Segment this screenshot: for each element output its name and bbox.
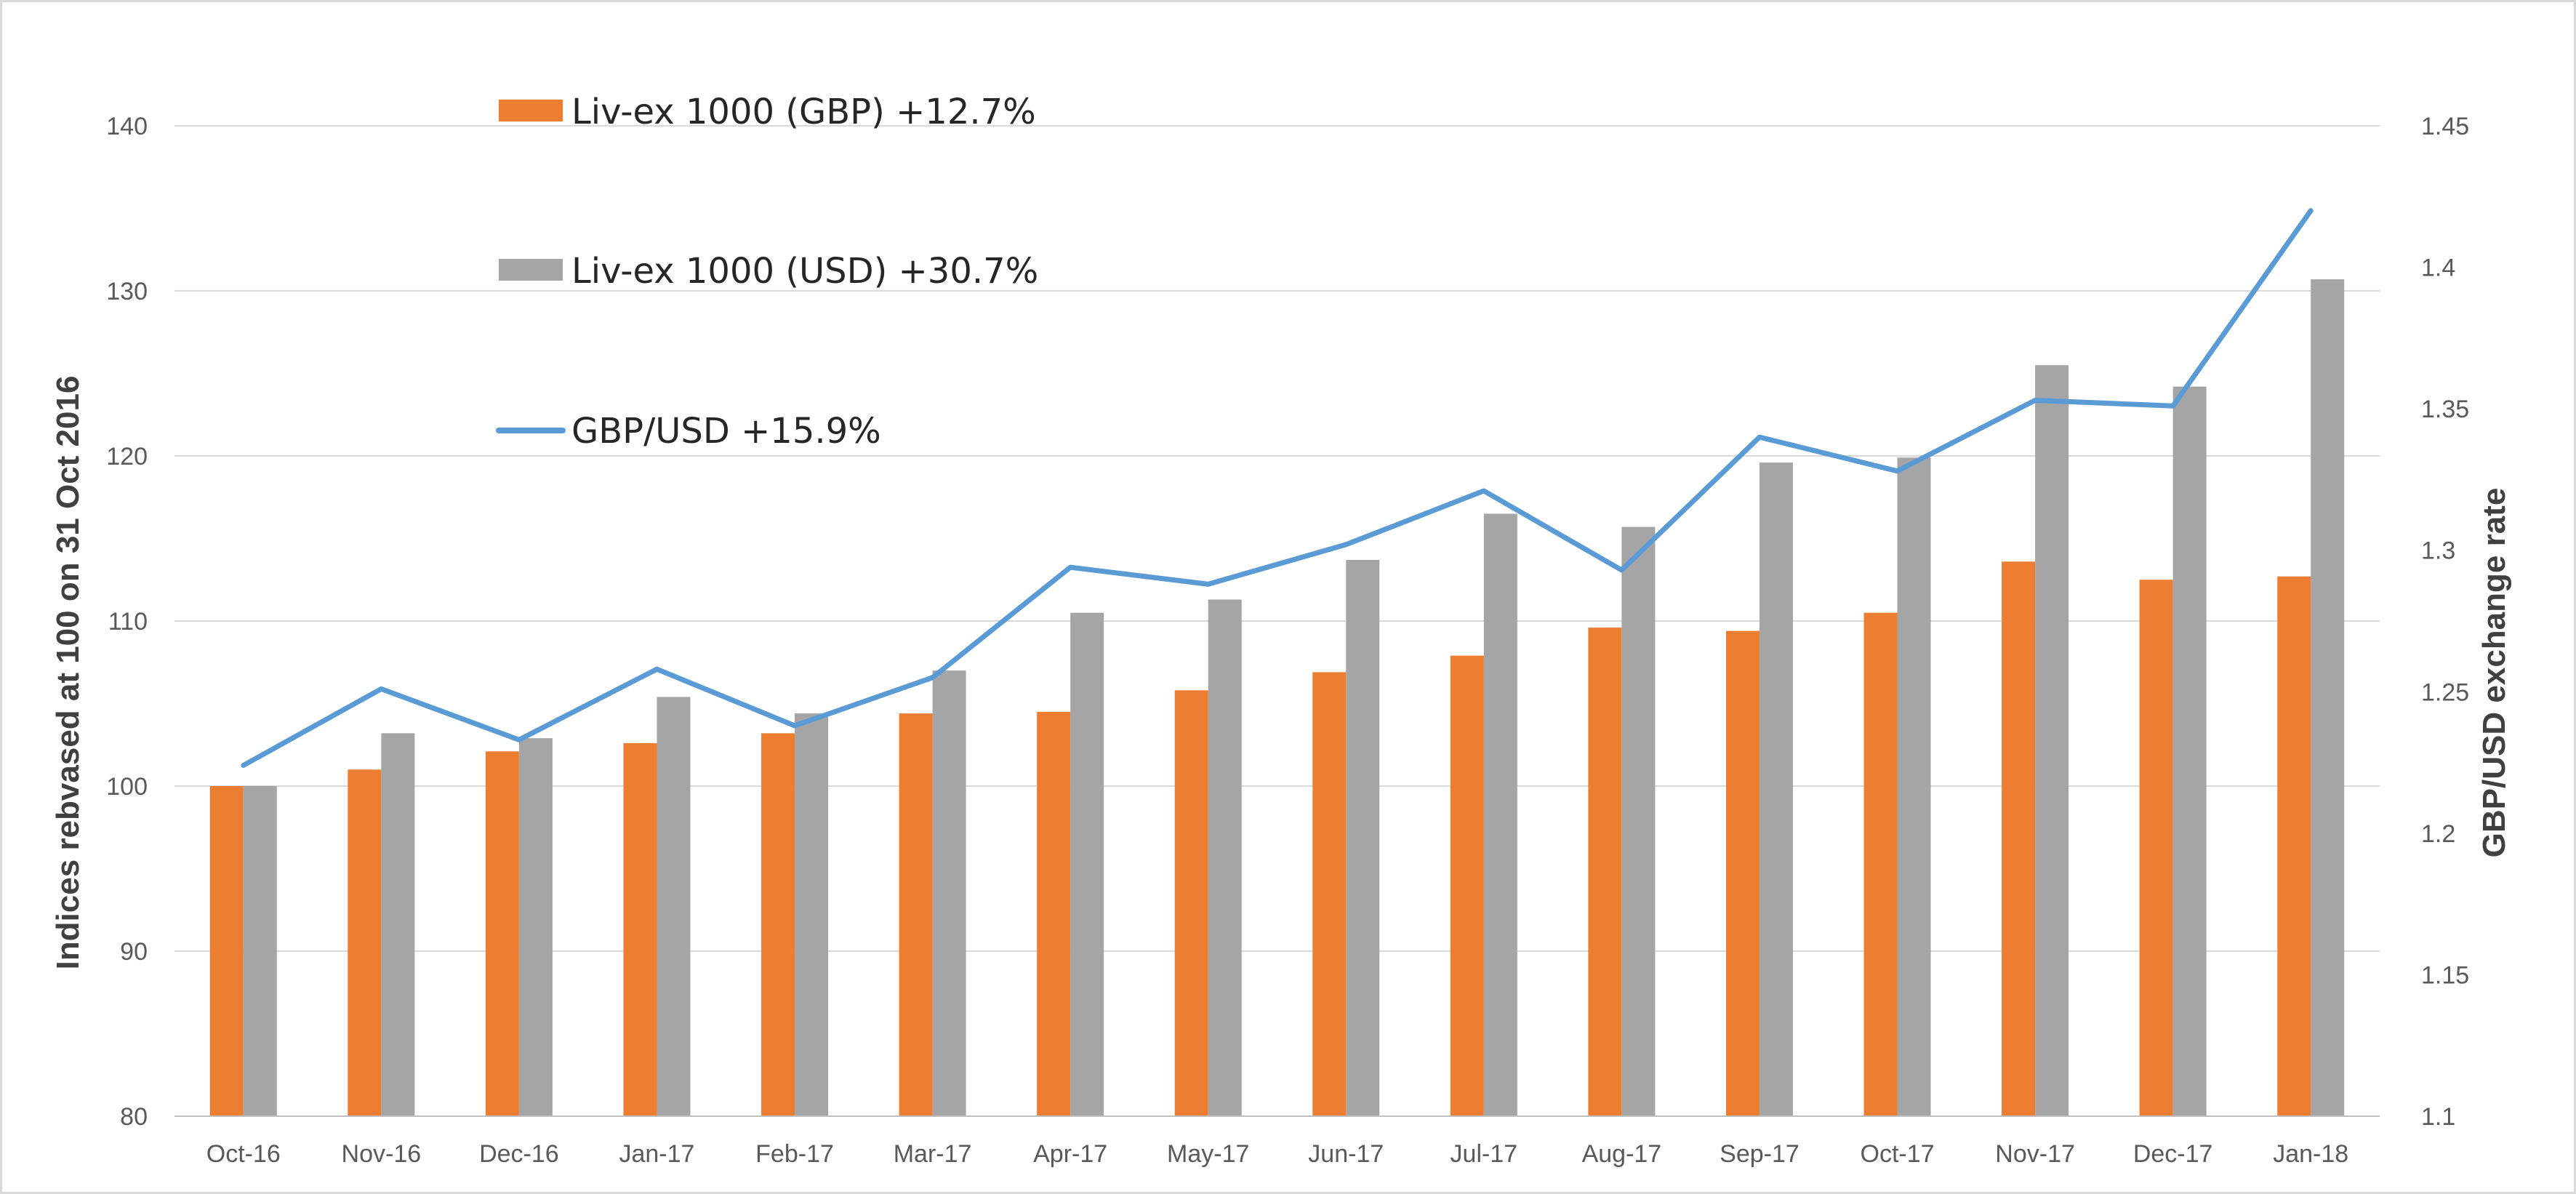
y-right-tick-label: 1.45 xyxy=(2421,113,2469,140)
bar xyxy=(1897,457,1931,1116)
bar xyxy=(1070,612,1104,1116)
bar xyxy=(2035,365,2069,1116)
bar xyxy=(761,733,795,1116)
x-tick-label: Nov-17 xyxy=(1995,1140,2075,1168)
bar xyxy=(1312,672,1347,1116)
bar xyxy=(1208,599,1242,1116)
y-right-tick-label: 1.35 xyxy=(2421,396,2469,423)
y-axis-right-title: GBP/USD exchange rate xyxy=(2476,488,2512,858)
x-tick-label: Oct-17 xyxy=(1861,1140,1935,1168)
y-right-tick-label: 1.3 xyxy=(2421,537,2455,565)
x-tick-label: Sep-17 xyxy=(1720,1140,1799,1168)
y-axis-left: 80 90 100 110 120 130 140 xyxy=(106,113,148,1131)
bar xyxy=(2139,580,2173,1116)
y-right-tick-label: 1.25 xyxy=(2421,678,2469,706)
bar xyxy=(2311,279,2345,1116)
y-left-tick-label: 140 xyxy=(106,113,148,140)
x-tick-label: Feb-17 xyxy=(755,1140,834,1168)
bar xyxy=(2002,561,2036,1116)
bar xyxy=(623,742,657,1116)
bar xyxy=(1450,655,1484,1116)
x-tick-label: Jan-17 xyxy=(619,1140,694,1168)
bar xyxy=(2172,386,2207,1116)
bar xyxy=(932,670,966,1116)
bar xyxy=(1759,462,1793,1116)
x-tick-label: Apr-17 xyxy=(1033,1140,1107,1168)
bar xyxy=(243,786,277,1116)
legend-label: Liv-ex 1000 (USD) +30.7% xyxy=(571,251,1038,292)
bar xyxy=(381,733,415,1116)
bar xyxy=(348,769,382,1116)
legend-swatch xyxy=(499,100,563,121)
y-right-tick-label: 1.1 xyxy=(2421,1103,2455,1131)
y-left-tick-label: 100 xyxy=(106,773,148,801)
bar xyxy=(2277,576,2311,1116)
y-left-tick-label: 130 xyxy=(106,278,148,305)
y-axis-left-title: Indices rebvased at 100 on 31 Oct 2016 xyxy=(50,376,86,970)
y-right-tick-label: 1.15 xyxy=(2421,961,2469,989)
x-tick-label: Jun-17 xyxy=(1308,1140,1384,1168)
bars xyxy=(209,279,2345,1116)
y-right-tick-label: 1.2 xyxy=(2421,820,2455,848)
bar xyxy=(1037,711,1071,1116)
x-tick-label: Dec-17 xyxy=(2133,1140,2213,1168)
y-left-tick-label: 90 xyxy=(120,938,148,966)
x-tick-label: May-17 xyxy=(1167,1140,1249,1168)
bar xyxy=(1174,690,1208,1116)
bar xyxy=(795,713,829,1116)
x-tick-label: Aug-17 xyxy=(1582,1140,1662,1168)
bar xyxy=(899,713,933,1116)
x-tick-label: Mar-17 xyxy=(894,1140,972,1168)
legend-swatch xyxy=(499,259,563,281)
x-axis: Oct-16 Nov-16 Dec-16 Jan-17 Feb-17 Mar-17 Apr-… xyxy=(174,1115,2380,1168)
bar xyxy=(1346,560,1380,1116)
bar xyxy=(1725,630,1760,1116)
legend-label: Liv-ex 1000 (GBP) +12.7% xyxy=(571,92,1036,132)
y-left-tick-label: 120 xyxy=(106,443,148,470)
x-tick-label: Jul-17 xyxy=(1450,1140,1518,1168)
y-left-tick-label: 80 xyxy=(120,1103,148,1131)
y-right-tick-label: 1.4 xyxy=(2421,255,2455,282)
legend: Liv-ex 1000 (GBP) +12.7% Liv-ex 1000 (USD… xyxy=(496,92,1038,452)
x-tick-label: Dec-16 xyxy=(479,1140,559,1168)
x-tick-label: Oct-16 xyxy=(206,1140,281,1168)
bar xyxy=(1483,513,1517,1116)
y-left-tick-label: 110 xyxy=(108,608,148,636)
bar xyxy=(485,751,519,1116)
bar xyxy=(518,738,553,1116)
line-series xyxy=(241,208,2314,768)
bar xyxy=(1588,628,1622,1116)
legend-label: GBP/USD +15.9% xyxy=(571,411,881,452)
y-axis-right: 1.1 1.15 1.2 1.25 1.3 1.35 1.4 1.45 xyxy=(2421,113,2469,1131)
bar xyxy=(1621,526,1656,1116)
gbp-usd-line xyxy=(241,208,2314,768)
bar xyxy=(209,786,244,1116)
x-tick-label: Jan-18 xyxy=(2273,1140,2348,1168)
bar xyxy=(657,697,691,1116)
x-tick-label: Nov-16 xyxy=(342,1140,422,1168)
bar xyxy=(1863,612,1898,1116)
